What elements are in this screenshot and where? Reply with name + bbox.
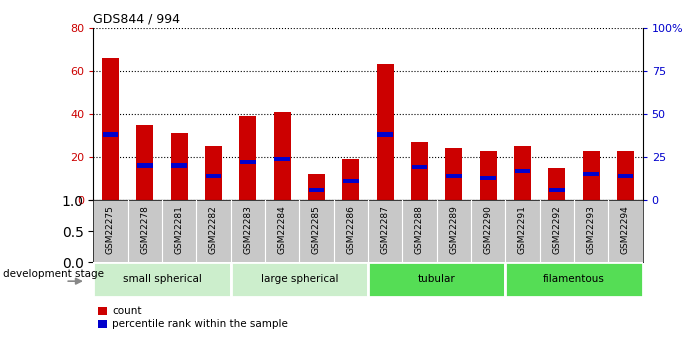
Bar [93, 262, 231, 297]
Bar [583, 150, 600, 200]
Bar [548, 168, 565, 200]
Bar [137, 164, 153, 168]
Bar [377, 64, 394, 200]
Text: GSM22290: GSM22290 [484, 205, 493, 254]
Bar [274, 157, 290, 161]
Text: GSM22275: GSM22275 [106, 205, 115, 254]
Bar [103, 132, 118, 137]
Bar [205, 146, 222, 200]
Text: GDS844 / 994: GDS844 / 994 [93, 12, 180, 25]
Bar [617, 150, 634, 200]
Text: GSM22292: GSM22292 [552, 205, 561, 254]
Bar [274, 112, 291, 200]
Bar [308, 174, 325, 200]
Text: filamentous: filamentous [543, 275, 605, 284]
Text: GSM22288: GSM22288 [415, 205, 424, 254]
Text: GSM22284: GSM22284 [278, 205, 287, 254]
Text: GSM22289: GSM22289 [449, 205, 458, 254]
Text: GSM22278: GSM22278 [140, 205, 149, 254]
Bar [240, 160, 256, 164]
Bar [446, 174, 462, 178]
Text: GSM22286: GSM22286 [346, 205, 355, 254]
Bar [368, 262, 505, 297]
Text: GSM22282: GSM22282 [209, 205, 218, 254]
Bar [136, 125, 153, 200]
Bar [480, 150, 497, 200]
Bar [618, 174, 633, 178]
Bar [343, 179, 359, 183]
Text: tubular: tubular [418, 275, 455, 284]
Bar [445, 148, 462, 200]
Bar [514, 146, 531, 200]
Text: GSM22287: GSM22287 [381, 205, 390, 254]
Bar [549, 188, 565, 192]
Text: GSM22294: GSM22294 [621, 205, 630, 254]
Bar [583, 172, 599, 176]
Legend: count, percentile rank within the sample: count, percentile rank within the sample [99, 306, 288, 329]
Text: GSM22291: GSM22291 [518, 205, 527, 254]
Bar [377, 132, 393, 137]
Bar [171, 164, 187, 168]
Text: small spherical: small spherical [122, 275, 201, 284]
Bar [515, 169, 530, 173]
Text: GSM22293: GSM22293 [587, 205, 596, 254]
Text: GSM22285: GSM22285 [312, 205, 321, 254]
Text: GSM22281: GSM22281 [175, 205, 184, 254]
Bar [412, 165, 427, 169]
Bar [231, 262, 368, 297]
Text: development stage: development stage [3, 269, 104, 279]
Bar [411, 142, 428, 200]
Bar [239, 116, 256, 200]
Bar [102, 58, 119, 200]
Text: GSM22283: GSM22283 [243, 205, 252, 254]
Bar [171, 133, 188, 200]
Bar [309, 188, 324, 192]
Bar [505, 262, 643, 297]
Bar [206, 174, 221, 178]
Bar [342, 159, 359, 200]
Bar [480, 176, 496, 180]
Text: large spherical: large spherical [261, 275, 338, 284]
